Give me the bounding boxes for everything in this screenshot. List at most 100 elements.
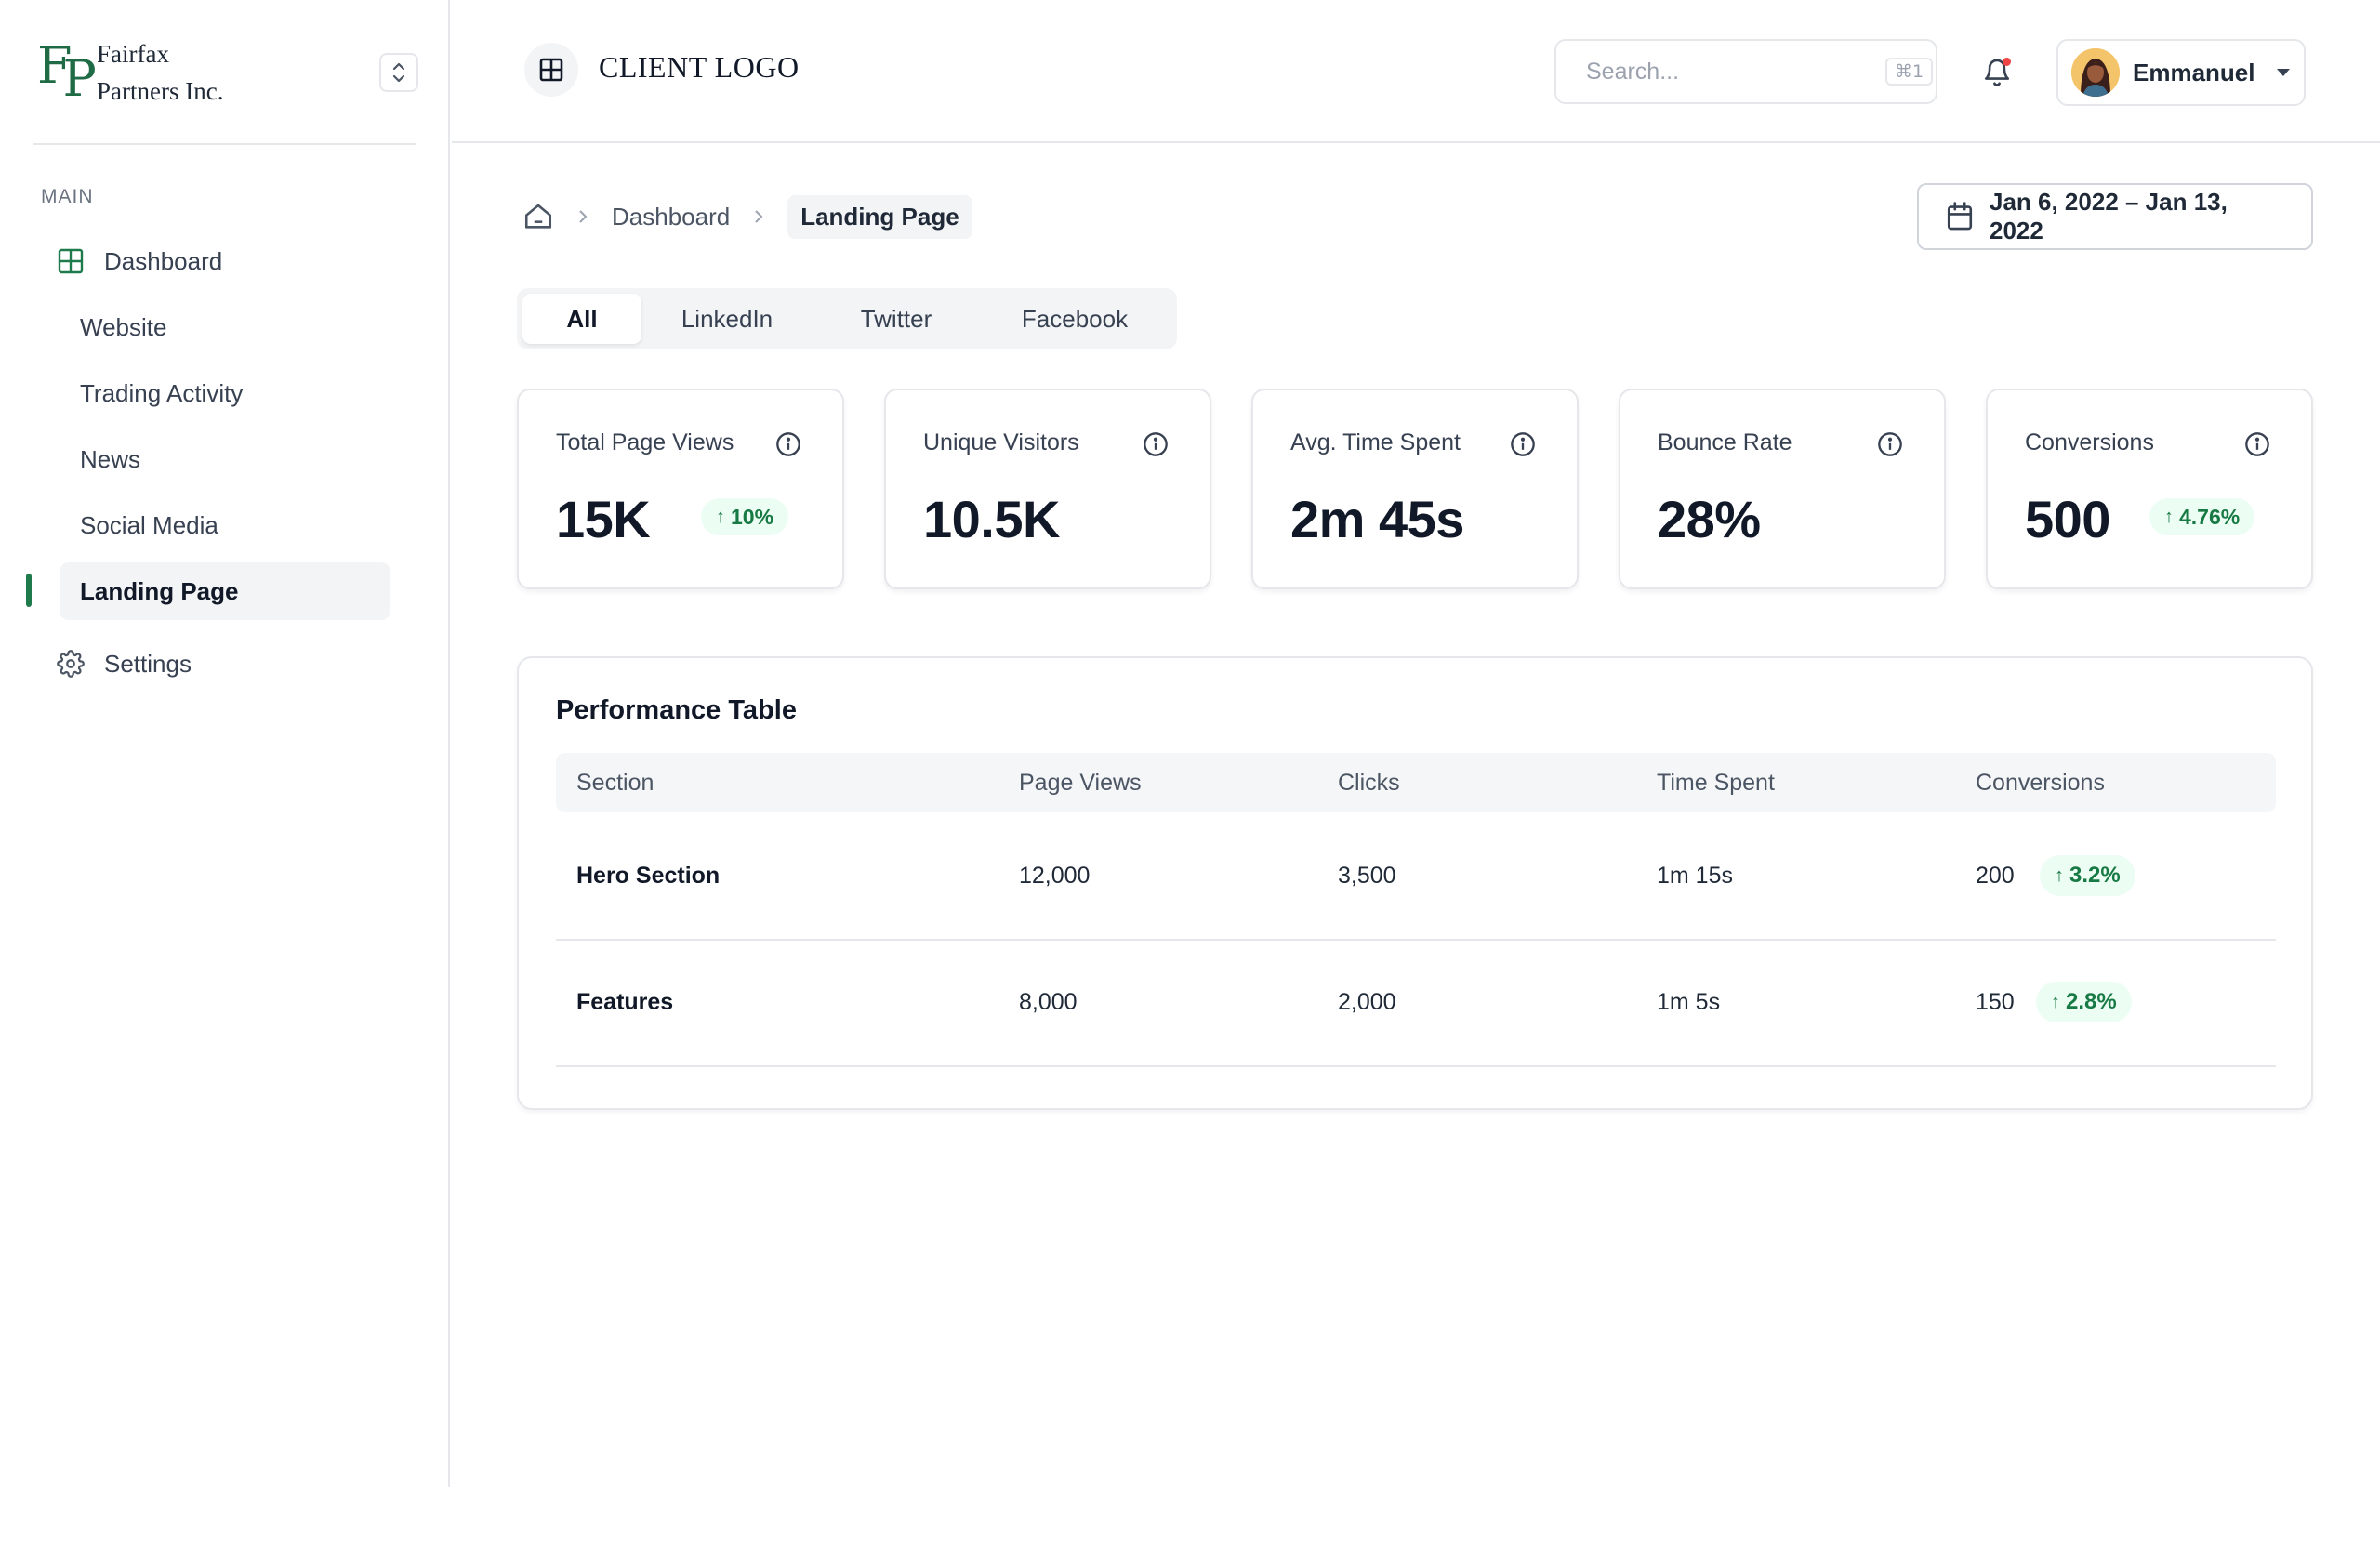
brand-name-line2: Partners Inc.	[97, 77, 224, 105]
brand-mark-f: F	[37, 36, 73, 95]
arrow-up-icon: ↑	[2055, 864, 2064, 886]
conversion-change-value: 3.2%	[2069, 863, 2121, 888]
column-header-clicks[interactable]: Clicks	[1338, 770, 1400, 796]
metric-title: Bounce Rate	[1658, 429, 1792, 455]
cell-page-views: 12,000	[1019, 863, 1091, 889]
column-header-section[interactable]: Section	[576, 770, 654, 796]
sidebar-item-website[interactable]: Website	[60, 298, 394, 356]
cell-time-spent: 1m 5s	[1657, 989, 1721, 1015]
sidebar-item-trading-activity[interactable]: Trading Activity	[60, 364, 394, 422]
cell-section: Features	[576, 989, 674, 1015]
sidebar-item-dashboard[interactable]: Dashboard	[56, 232, 390, 290]
tab-twitter[interactable]: Twitter	[860, 304, 932, 333]
tab-linkedin[interactable]: LinkedIn	[681, 304, 774, 333]
arrow-up-icon: ↑	[2164, 506, 2174, 527]
sidebar-item-settings[interactable]: Settings	[56, 635, 390, 692]
metric-value: 28%	[1658, 490, 1761, 548]
metric-card-conversions[interactable]: Conversions 500 ↑ 4.76%	[1986, 389, 2313, 589]
brand-logo-icon: F P	[37, 36, 97, 104]
caret-down-icon	[2277, 69, 2290, 76]
breadcrumb-current: Landing Page	[787, 194, 972, 239]
active-indicator	[26, 574, 32, 607]
arrow-up-icon: ↑	[716, 506, 725, 527]
column-header-page-views[interactable]: Page Views	[1019, 770, 1142, 796]
info-icon[interactable]	[775, 431, 801, 457]
metric-title: Unique Visitors	[923, 429, 1079, 455]
breadcrumb: Dashboard Landing Page	[522, 193, 972, 240]
cell-clicks: 3,500	[1338, 863, 1396, 889]
brand-name-line1: Fairfax	[97, 40, 169, 68]
metric-cards: Total Page Views 15K ↑ 10% Unique Visito…	[517, 389, 2313, 589]
client-logo-icon	[524, 43, 578, 97]
chevron-right-icon	[752, 207, 765, 226]
tab-facebook[interactable]: Facebook	[1021, 304, 1129, 333]
metric-title: Conversions	[2025, 429, 2154, 455]
table-header: Section Page Views Clicks Time Spent Con…	[556, 753, 2276, 812]
info-icon[interactable]	[1143, 431, 1169, 457]
sidebar-item-social-media[interactable]: Social Media	[60, 496, 394, 554]
cell-conversions: 200	[1976, 863, 2015, 889]
arrow-up-icon: ↑	[2051, 991, 2060, 1012]
cell-page-views: 8,000	[1019, 989, 1078, 1015]
avatar	[2071, 48, 2120, 97]
cell-section: Hero Section	[576, 863, 721, 889]
notifications-button[interactable]	[1977, 52, 2017, 93]
conversion-change-badge: ↑ 3.2%	[2040, 855, 2135, 896]
grid-icon	[56, 246, 86, 276]
sidebar-item-label: Social Media	[80, 510, 218, 539]
metric-card-total-page-views[interactable]: Total Page Views 15K ↑ 10%	[517, 389, 844, 589]
sidebar-item-landing-page[interactable]: Landing Page	[60, 562, 390, 620]
breadcrumb-dashboard[interactable]: Dashboard	[612, 202, 731, 231]
sidebar-item-label: News	[80, 444, 141, 473]
metric-value: 15K	[556, 490, 651, 548]
sidebar-section-label: MAIN	[41, 186, 94, 207]
bell-icon	[1984, 59, 2010, 86]
sidebar-item-label: Trading Activity	[80, 378, 244, 407]
channel-tabs: All LinkedIn Twitter Facebook	[517, 288, 1177, 349]
date-range-label: Jan 6, 2022 – Jan 13, 2022	[1990, 188, 2228, 244]
info-icon[interactable]	[1877, 431, 1903, 457]
chevron-up-down-icon	[392, 62, 405, 83]
metric-card-avg-time-spent[interactable]: Avg. Time Spent 2m 45s	[1251, 389, 1579, 589]
gear-icon	[56, 649, 86, 679]
sidebar: F P Fairfax Partners Inc. MAIN Dashbo	[0, 0, 450, 1487]
metric-card-unique-visitors[interactable]: Unique Visitors 10.5K	[884, 389, 1211, 589]
workspace-switcher-button[interactable]	[379, 53, 418, 92]
search-box[interactable]: ⌘1	[1554, 39, 1937, 104]
date-range-picker[interactable]: Jan 6, 2022 – Jan 13, 2022	[1917, 183, 2313, 250]
sidebar-item-news[interactable]: News	[60, 430, 394, 488]
performance-table-card: Performance Table Section Page Views Cli…	[517, 656, 2313, 1110]
metric-value: 10.5K	[923, 490, 1060, 548]
column-header-conversions[interactable]: Conversions	[1976, 770, 2105, 796]
sidebar-item-label: Landing Page	[80, 576, 239, 605]
metric-change-value: 10%	[731, 504, 774, 529]
metric-change-value: 4.76%	[2179, 504, 2241, 529]
sidebar-item-label: Settings	[104, 649, 192, 678]
top-bar: CLIENT LOGO ⌘1	[452, 0, 2380, 143]
user-menu-button[interactable]: Emmanuel	[2056, 39, 2306, 106]
column-header-time-spent[interactable]: Time Spent	[1657, 770, 1775, 796]
calendar-icon	[1945, 201, 1975, 232]
metric-card-bounce-rate[interactable]: Bounce Rate 28%	[1619, 389, 1946, 589]
home-icon[interactable]	[522, 201, 554, 232]
info-icon[interactable]	[1510, 431, 1536, 457]
client-logo[interactable]: CLIENT LOGO	[599, 50, 800, 84]
metric-change-badge: ↑ 4.76%	[2149, 498, 2255, 535]
table-row[interactable]: Hero Section 12,000 3,500 1m 15s 200 ↑ 3…	[556, 814, 2276, 941]
cell-time-spent: 1m 15s	[1657, 863, 1733, 889]
metric-value: 2m 45s	[1290, 490, 1464, 548]
brand[interactable]: F P Fairfax Partners Inc.	[37, 35, 418, 110]
search-shortcut-hint: ⌘1	[1885, 58, 1934, 86]
metric-change-badge: ↑ 10%	[701, 498, 789, 535]
sidebar-item-label: Website	[80, 312, 167, 341]
user-name: Emmanuel	[2133, 58, 2255, 86]
table-row[interactable]: Features 8,000 2,000 1m 5s 150 ↑ 2.8%	[556, 941, 2276, 1067]
cell-clicks: 2,000	[1338, 989, 1396, 1015]
conversion-change-badge: ↑ 2.8%	[2036, 982, 2132, 1022]
info-icon[interactable]	[2244, 431, 2270, 457]
search-input[interactable]	[1586, 58, 1885, 86]
sidebar-item-label: Dashboard	[104, 246, 223, 275]
tab-all[interactable]: All	[522, 294, 641, 344]
brand-mark-p: P	[62, 49, 97, 108]
